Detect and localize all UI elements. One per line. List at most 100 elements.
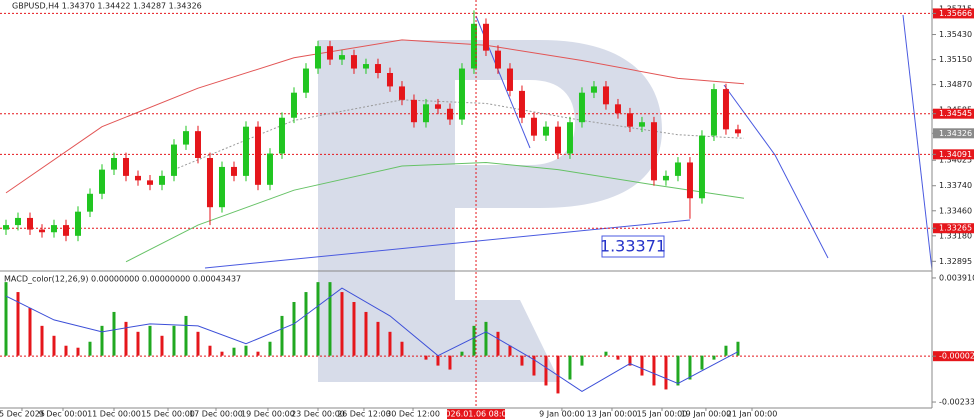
candle-body [266,153,273,185]
trend-line [902,14,933,271]
histogram-bar [628,355,632,366]
candle-body [614,104,621,114]
level-label: 1.33265 [939,224,972,233]
candle-body [566,122,573,154]
candle-body [494,50,501,69]
histogram-bar [712,355,716,360]
candle-body [470,23,477,69]
candle-body [434,104,441,109]
histogram-bar [196,331,200,356]
histogram-bar [28,307,32,356]
candle-body [254,126,261,185]
candle-body [314,46,321,69]
candle-body [110,157,117,170]
histogram-bar [112,311,116,356]
candle-body [2,225,9,230]
histogram-bar [484,321,488,356]
candle-body [302,68,309,93]
histogram-bar [208,345,212,356]
histogram-bar [316,282,320,356]
histogram-bar [508,345,512,356]
histogram-bar [544,355,548,386]
candle-body [410,99,417,123]
x-tick-label: 21 Jan 00:00 [727,410,778,419]
histogram-bar [268,341,272,356]
candle-body [38,229,45,233]
histogram-bar [640,355,644,376]
candle-body [146,180,153,185]
x-tick-label: 9 Jan 00:00 [539,410,585,419]
histogram-bar [472,325,476,356]
candle-body [374,64,381,74]
candle-body [422,104,429,123]
level-label-bg [933,351,974,362]
histogram-bar [292,302,296,356]
y-tick-label: 1.33180 [939,231,972,240]
level-label: 1.34091 [939,150,972,159]
x-tick-label: 13 Jan 00:00 [587,410,638,419]
candle-body [350,55,357,69]
histogram-bar [460,351,464,356]
macd-title: MACD_color(12,26,9) 0.00000000 0.0000000… [4,275,241,284]
histogram-bar [400,341,404,356]
candle-body [398,86,405,100]
x-tick-label: 23 Dec 00:00 [291,410,345,419]
y-tick-label: 1.34870 [939,80,972,89]
histogram-bar [88,341,92,356]
histogram-bar [496,331,500,356]
candle-body [326,46,333,60]
histogram-bar [280,315,284,356]
histogram-bar [436,355,440,366]
candle-body [638,122,645,127]
candle-body [686,162,693,199]
candle-body [62,225,69,236]
x-tick-label: 30 Dec 12:00 [386,410,440,419]
candle-body [98,169,105,194]
current-price-label-bg [933,128,974,139]
histogram-bar [724,345,728,356]
candle-body [734,129,741,134]
y-tick-label: 1.32895 [939,257,972,266]
histogram-bar [40,325,44,356]
candle-body [650,122,657,181]
candle-body [722,89,729,130]
candle-body [506,68,513,91]
candle-body [530,117,537,136]
y-tick-label: 1.33740 [939,181,972,190]
histogram-bar [160,335,164,356]
candle-body [122,157,129,176]
signal-line [5,287,739,393]
histogram-bar [136,331,140,356]
histogram-bar [580,355,584,366]
histogram-bar [568,355,572,380]
candle-body [50,225,57,233]
candle-body [662,175,669,181]
chart-title: GBPUSD,H4 1.34370 1.34422 1.34287 1.3432… [12,2,202,11]
watermark-logo [318,40,662,382]
histogram-bar [16,292,20,356]
histogram-bar [76,347,80,356]
y-tick-label: 1.33460 [939,206,972,215]
histogram-bar [424,355,428,360]
x-tick-label: 15 Dec 00:00 [141,410,195,419]
histogram-bar [244,345,248,356]
candle-body [362,64,369,69]
candle-body [482,23,489,51]
candle-body [230,166,237,176]
histogram-bar [532,355,536,376]
histogram-bar [520,355,524,366]
histogram-bar [220,351,224,356]
histogram-bar [4,282,8,356]
candle-body [194,131,201,158]
candle-body [278,117,285,154]
histogram-bar [64,345,68,356]
candle-body [14,217,21,226]
level-label-bg [933,223,974,234]
histogram-bar [604,351,608,356]
candle-body [446,108,453,120]
histogram-bar [652,355,656,386]
candle-body [590,86,597,93]
level-label-bg [933,149,974,160]
candle-body [338,55,345,60]
